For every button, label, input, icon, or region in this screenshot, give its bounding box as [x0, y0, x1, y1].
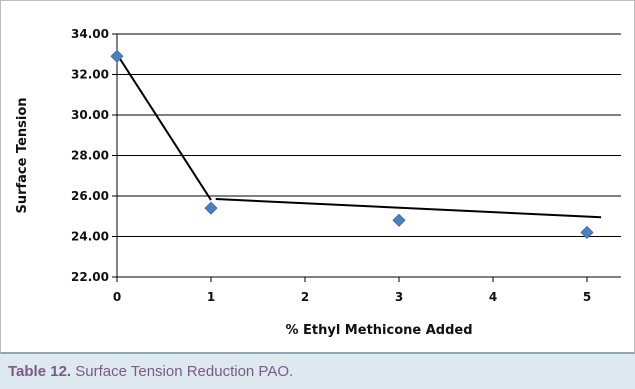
axes: [112, 33, 621, 282]
data-point-3: [392, 213, 406, 227]
data-points: [110, 49, 594, 240]
data-point-4: [580, 225, 594, 240]
trend-line-segment-1: [116, 53, 212, 201]
y-tick-label-6: 34.00: [71, 27, 109, 41]
surface-tension-chart: 22.00 24.00 26.00 28.00 30.00 32.00 34.00 0 1 2 3…: [15, 27, 621, 338]
x-tick-label-0: 0: [113, 290, 121, 304]
y-tick-label-1: 24.00: [71, 230, 109, 244]
caption-band: Table 12. Surface Tension Reduction PAO.: [0, 354, 635, 389]
caption-text: Surface Tension Reduction PAO.: [71, 363, 294, 380]
caption-label: Table 12.: [8, 363, 72, 380]
gridlines: [117, 33, 621, 237]
x-tick-label-1: 1: [207, 290, 215, 304]
x-tick-label-4: 4: [489, 290, 497, 304]
x-tick-labels: 0 1 2 3 4 5: [113, 290, 591, 304]
x-axis-title: % Ethyl Methicone Added: [285, 323, 472, 338]
x-tick-label-2: 2: [301, 290, 309, 304]
data-point-2: [204, 201, 218, 215]
y-tick-label-5: 32.00: [71, 68, 109, 82]
x-tick-label-3: 3: [395, 290, 403, 304]
x-tick-label-5: 5: [583, 290, 591, 304]
table-caption: Table 12. Surface Tension Reduction PAO.: [8, 363, 293, 380]
data-point-1: [110, 49, 124, 63]
y-tick-label-2: 26.00: [71, 189, 109, 203]
y-axis-title: Surface Tension: [15, 97, 30, 213]
y-tick-labels: 22.00 24.00 26.00 28.00 30.00 32.00 34.00: [71, 27, 109, 284]
chart-frame: 22.00 24.00 26.00 28.00 30.00 32.00 34.00 0 1 2 3…: [0, 0, 635, 354]
y-tick-label-4: 30.00: [71, 108, 109, 122]
trend-line-segment-2: [215, 198, 602, 219]
trend-lines: [116, 53, 602, 219]
y-tick-label-3: 28.00: [71, 149, 109, 163]
y-tick-label-0: 22.00: [71, 270, 109, 284]
